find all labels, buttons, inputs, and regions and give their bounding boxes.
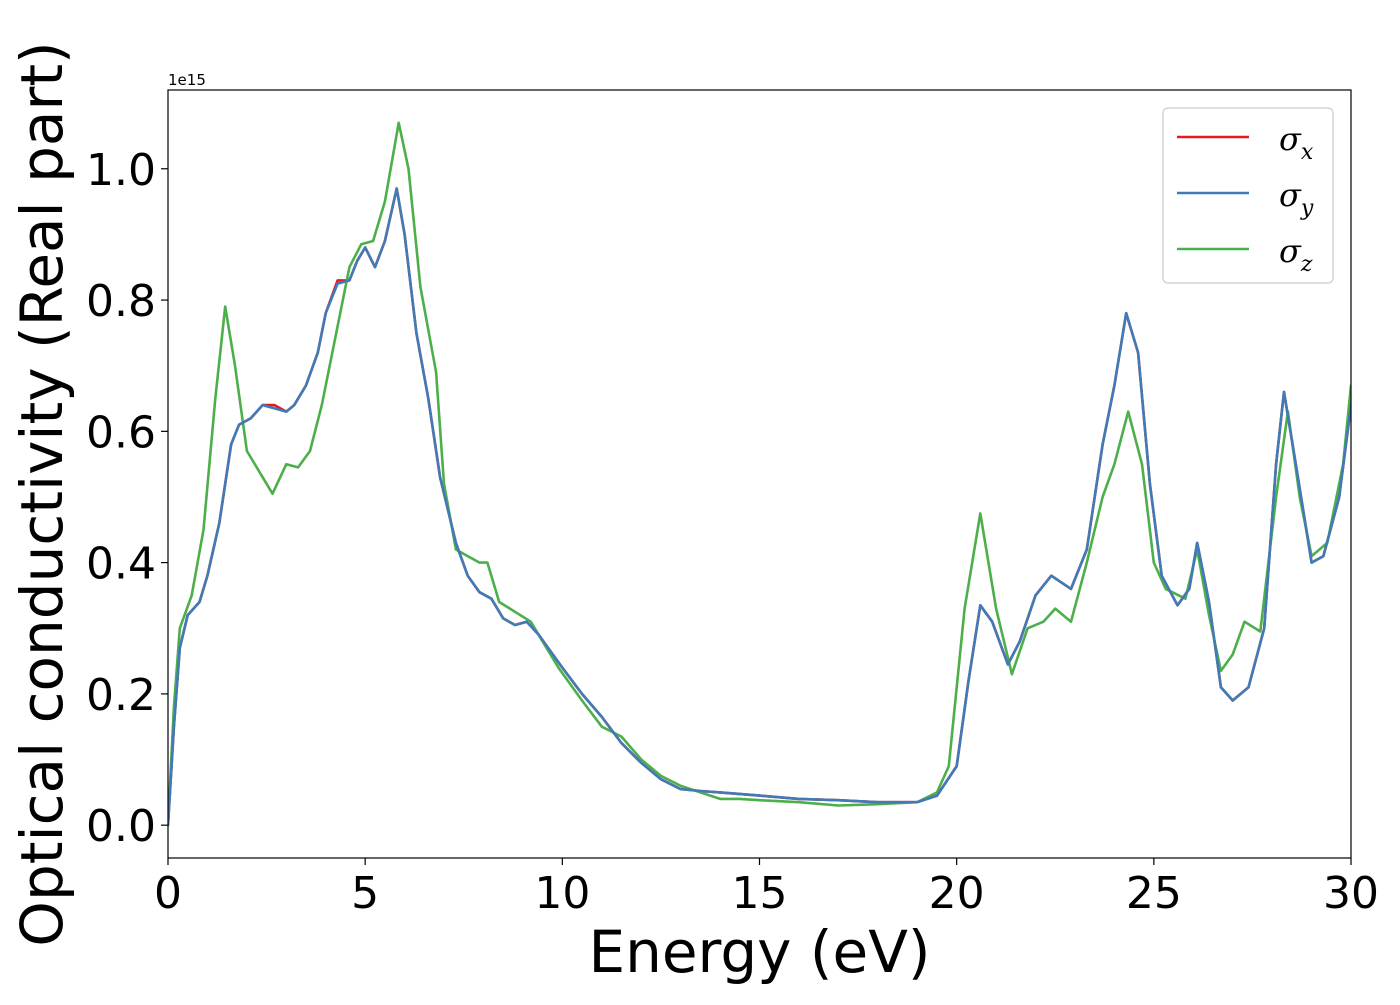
y-tick-label: 0.2 (86, 670, 156, 721)
series-line-z (168, 121, 1351, 827)
legend-label-x: σx (1279, 120, 1314, 165)
y-tick-label: 0.0 (86, 801, 156, 852)
y-axis-label: Optical conductivity (Real part) (8, 41, 76, 946)
x-tick-label: 30 (1323, 868, 1379, 919)
y-tick-label: 0.4 (86, 539, 156, 590)
legend-label-z: σz (1279, 232, 1313, 277)
legend: σx σy σz (1162, 107, 1334, 284)
x-tick-label: 10 (534, 868, 590, 919)
series-line-y (168, 187, 1351, 827)
x-tick-label: 0 (154, 868, 182, 919)
legend-box (1162, 107, 1334, 284)
series-layer (168, 121, 1351, 827)
y-tick-label: 1.0 (86, 145, 156, 196)
x-tick-label: 20 (929, 868, 985, 919)
x-tick-label: 15 (732, 868, 788, 919)
y-offset-label: 1e15 (168, 71, 206, 89)
x-axis-label: Energy (eV) (588, 918, 930, 986)
x-tick-label: 25 (1126, 868, 1182, 919)
x-axis-ticks: 0 5 10 15 20 25 30 (154, 858, 1379, 919)
legend-label-y: σy (1279, 176, 1314, 221)
y-axis-ticks: 0.0 0.2 0.4 0.6 0.8 1.0 (86, 145, 168, 852)
y-tick-label: 0.6 (86, 407, 156, 458)
y-tick-label: 0.8 (86, 276, 156, 327)
x-tick-label: 5 (351, 868, 379, 919)
